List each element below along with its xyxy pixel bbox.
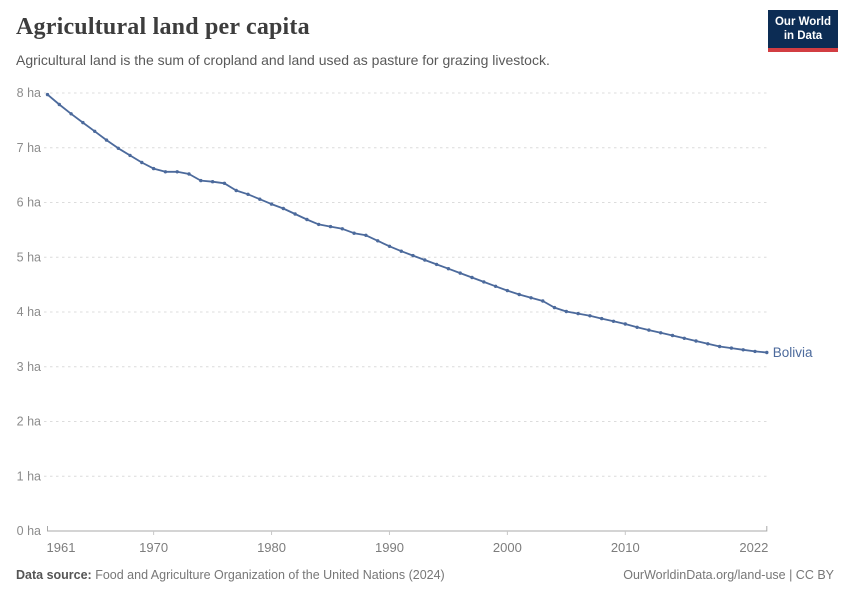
data-point[interactable] [600, 316, 604, 321]
data-point[interactable] [729, 346, 734, 350]
data-point[interactable] [352, 231, 356, 235]
data-point[interactable] [199, 178, 203, 183]
y-tick-label: 7 ha [17, 141, 41, 155]
data-point[interactable] [505, 288, 510, 293]
y-tick-label: 4 ha [17, 305, 41, 319]
data-point[interactable] [753, 349, 757, 354]
y-tick-label: 3 ha [17, 360, 41, 374]
data-point[interactable] [187, 172, 191, 176]
chart-subtitle: Agricultural land is the sum of cropland… [16, 52, 550, 68]
data-point[interactable] [116, 146, 121, 150]
data-point[interactable] [57, 102, 61, 107]
y-tick-label: 1 ha [17, 469, 41, 483]
owid-logo-line2: in Data [783, 30, 823, 43]
page-title: Agricultural land per capita [16, 14, 310, 40]
data-point[interactable] [269, 202, 274, 206]
x-tick-label: 2022 [739, 540, 768, 555]
chart-footer: Data source: Food and Agriculture Organi… [16, 568, 834, 582]
data-point[interactable] [611, 319, 616, 323]
data-point[interactable] [647, 328, 651, 332]
data-point[interactable] [588, 314, 592, 318]
data-point[interactable] [387, 244, 392, 248]
series-end-label[interactable]: Bolivia [773, 345, 813, 360]
data-point[interactable] [541, 299, 545, 303]
data-point[interactable] [364, 233, 368, 237]
data-point[interactable] [552, 305, 557, 310]
data-point[interactable] [706, 342, 710, 346]
x-tick-label: 2010 [611, 540, 640, 555]
data-point[interactable] [175, 170, 179, 174]
data-point[interactable] [128, 153, 132, 158]
data-point[interactable] [104, 138, 109, 142]
license-link[interactable]: OurWorldinData.org/land-use | CC BY [623, 568, 834, 582]
data-point[interactable] [623, 322, 627, 326]
data-point[interactable] [529, 296, 533, 300]
data-point[interactable] [151, 166, 156, 171]
x-tick-label: 1961 [47, 540, 76, 555]
y-tick-label: 5 ha [17, 250, 41, 264]
data-point[interactable] [493, 284, 498, 288]
x-tick-label: 1970 [139, 540, 168, 555]
y-tick-label: 6 ha [17, 196, 41, 210]
data-source-note: Data source: Food and Agriculture Organi… [16, 568, 445, 582]
data-point[interactable] [376, 239, 380, 243]
bolivia-line[interactable] [46, 93, 768, 354]
data-point[interactable] [517, 292, 521, 297]
data-point[interactable] [210, 180, 215, 184]
data-point[interactable] [328, 224, 333, 229]
data-point[interactable] [458, 271, 462, 275]
x-tick-label: 1980 [257, 540, 286, 555]
data-point[interactable] [411, 253, 415, 258]
owid-logo-line1: Our World [774, 16, 831, 28]
x-tick-label: 1990 [375, 540, 404, 555]
data-point[interactable] [765, 350, 769, 355]
data-point[interactable] [305, 217, 309, 222]
data-point[interactable] [234, 188, 238, 193]
x-axis-line [47, 526, 768, 532]
x-tick-label: 2000 [493, 540, 522, 555]
data-point[interactable] [470, 275, 474, 280]
data-point[interactable] [717, 344, 722, 349]
data-source-text: Food and Agriculture Organization of the… [91, 568, 445, 582]
y-tick-label: 2 ha [17, 415, 41, 429]
data-point[interactable] [635, 325, 639, 329]
data-point[interactable] [317, 222, 321, 227]
data-point[interactable] [246, 192, 250, 196]
data-point[interactable] [81, 120, 85, 125]
data-point[interactable] [670, 333, 675, 338]
data-point[interactable] [682, 336, 686, 340]
data-point[interactable] [399, 249, 403, 253]
data-point[interactable] [293, 212, 297, 216]
data-point[interactable] [93, 129, 97, 133]
data-point[interactable] [423, 258, 427, 262]
data-source-label: Data source: [16, 568, 92, 582]
data-point[interactable] [222, 181, 227, 185]
y-tick-label: 0 ha [17, 524, 41, 538]
owid-logo[interactable]: Our World in Data [768, 10, 838, 52]
data-point[interactable] [482, 280, 486, 284]
data-point[interactable] [446, 267, 451, 271]
data-point[interactable] [163, 170, 168, 174]
data-point[interactable] [576, 311, 580, 316]
data-point[interactable] [564, 309, 568, 314]
data-point[interactable] [45, 92, 50, 97]
data-point[interactable] [434, 262, 439, 267]
data-point[interactable] [69, 112, 73, 116]
data-point[interactable] [659, 331, 663, 335]
data-point[interactable] [140, 160, 144, 165]
data-point[interactable] [281, 206, 285, 211]
data-point[interactable] [694, 339, 698, 343]
data-point[interactable] [258, 197, 262, 201]
y-tick-label: 8 ha [17, 86, 41, 100]
data-point[interactable] [741, 348, 745, 352]
data-point[interactable] [340, 227, 344, 231]
